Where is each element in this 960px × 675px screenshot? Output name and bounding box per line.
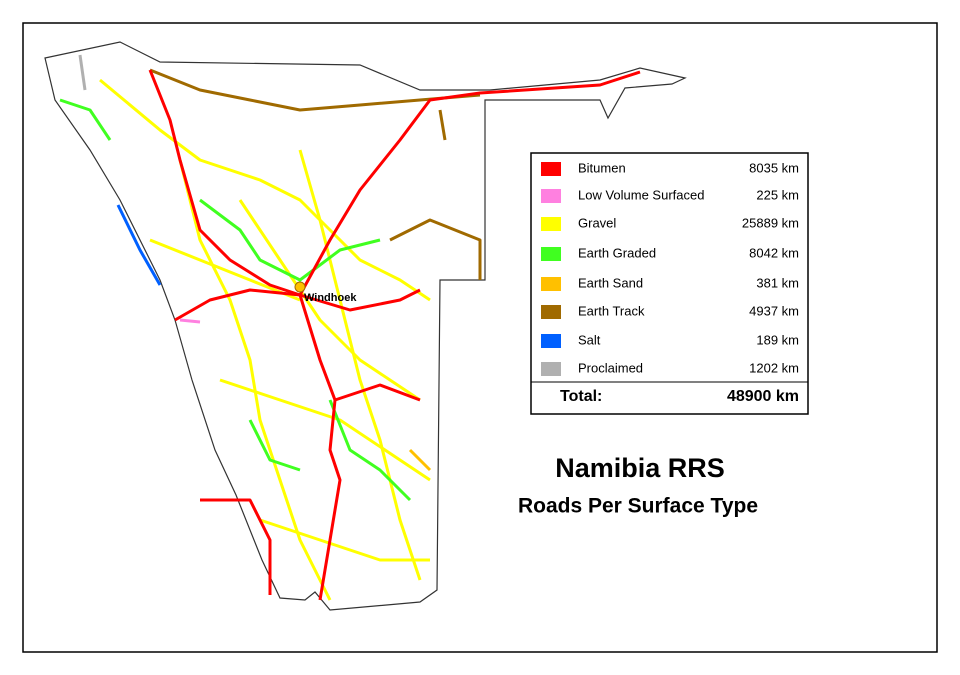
road xyxy=(179,318,201,324)
legend-length: 8042 km xyxy=(749,245,799,260)
legend-name: Earth Sand xyxy=(578,275,643,290)
map-subtitle: Roads Per Surface Type xyxy=(518,495,758,518)
road xyxy=(99,78,431,302)
legend-length: 189 km xyxy=(756,332,799,347)
road xyxy=(259,518,430,562)
road xyxy=(200,498,272,595)
road xyxy=(78,54,87,91)
legend-name: Earth Graded xyxy=(578,245,656,260)
legend-name: Earth Track xyxy=(578,303,645,318)
legend-length: 1202 km xyxy=(749,360,799,375)
legend-length: 25889 km xyxy=(742,215,799,230)
legend: Total: 48900 km Bitumen 8035 km Low Volume… xyxy=(530,152,809,415)
road xyxy=(238,199,421,402)
legend-name: Gravel xyxy=(578,215,616,230)
legend-swatch xyxy=(541,189,561,203)
legend-swatch xyxy=(541,362,561,376)
road xyxy=(149,238,301,302)
legend-length: 8035 km xyxy=(749,160,799,175)
map-title: Namibia RRS xyxy=(555,453,725,483)
legend-name: Bitumen xyxy=(578,160,626,175)
legend-length: 4937 km xyxy=(749,303,799,318)
legend-swatch xyxy=(541,162,561,176)
road xyxy=(334,383,421,402)
road xyxy=(219,378,431,482)
legend-swatch xyxy=(541,334,561,348)
city-marker xyxy=(294,281,306,293)
legend-name: Low Volume Surfaced xyxy=(578,187,704,202)
city-label: Windhoek xyxy=(304,292,357,304)
road xyxy=(298,294,342,601)
legend-swatch xyxy=(541,305,561,319)
legend-name: Salt xyxy=(578,332,601,347)
legend-swatch xyxy=(541,217,561,231)
road xyxy=(248,419,301,472)
road xyxy=(178,159,332,601)
road xyxy=(298,149,422,581)
road xyxy=(149,68,481,112)
road xyxy=(298,70,641,296)
road xyxy=(328,399,412,502)
total-label: Total: xyxy=(560,388,602,405)
total-length: 48900 km xyxy=(727,388,799,405)
legend-length: 381 km xyxy=(756,275,799,290)
road xyxy=(116,204,162,286)
legend-name: Proclaimed xyxy=(578,360,643,375)
legend-length: 225 km xyxy=(756,187,799,202)
road xyxy=(408,448,432,472)
road-network xyxy=(59,54,641,601)
country-outline xyxy=(44,41,687,611)
road xyxy=(199,198,381,282)
road xyxy=(389,218,482,280)
road xyxy=(59,98,112,141)
road xyxy=(438,109,447,141)
legend-swatch xyxy=(541,247,561,261)
legend-swatch xyxy=(541,277,561,291)
frame xyxy=(22,22,938,653)
legend-box xyxy=(530,152,809,415)
road xyxy=(148,69,301,297)
